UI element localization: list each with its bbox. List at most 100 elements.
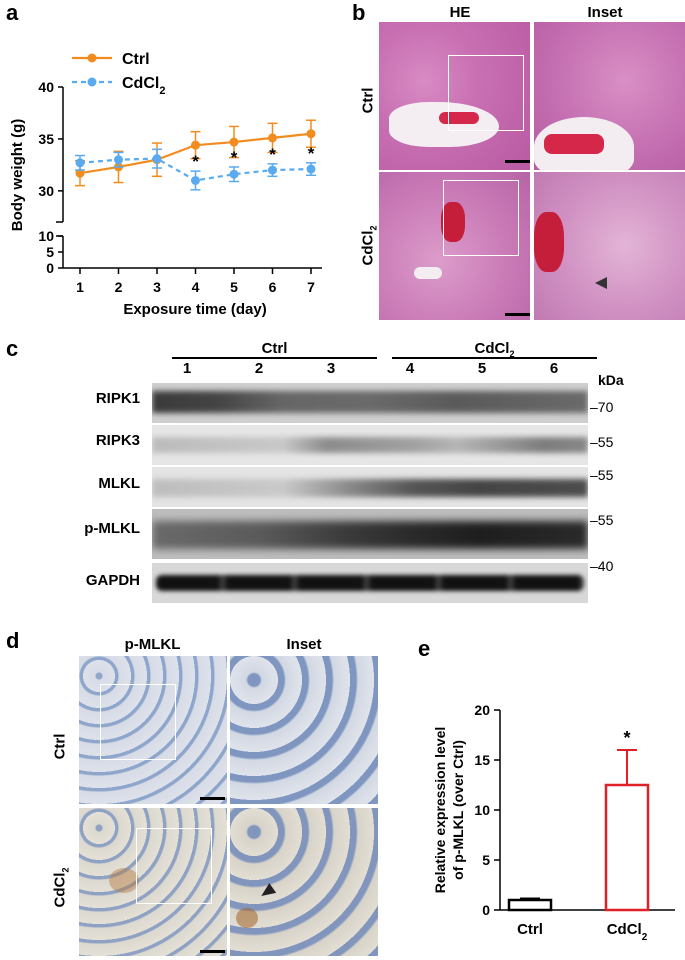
lane-number: 6 — [549, 360, 559, 377]
blot-label-p-mlkl: p-MLKL — [84, 520, 140, 537]
blot-band — [156, 575, 584, 591]
scale-bar — [505, 160, 530, 163]
marker-ripk1: –70 — [590, 399, 614, 415]
inset-column-title: Inset — [587, 4, 623, 21]
bar — [604, 783, 650, 912]
blot-label-mlkl: MLKL — [98, 475, 140, 492]
y-tick-label: 0 — [46, 260, 54, 276]
data-point — [191, 140, 200, 150]
x-tick-label: 1 — [76, 279, 84, 295]
panel-letter-a: a — [6, 0, 19, 25]
legend-label: CdCl2 — [122, 75, 165, 97]
blot-strip-ripk3 — [152, 425, 588, 465]
row-label-cdcl2: CdCl2 — [359, 225, 379, 266]
lane-number: 3 — [326, 360, 336, 377]
row-label-ctrl: Ctrl — [51, 733, 69, 760]
blood-cells — [544, 134, 604, 154]
lane-number: 2 — [254, 360, 264, 377]
y-tick-label: 0 — [482, 902, 490, 918]
data-point — [152, 154, 162, 164]
he-ctrl-micrograph — [379, 22, 530, 170]
legend-label: Ctrl — [122, 51, 150, 68]
p-mlkl-bar-chart: 0 5 10 15 20 Relative expression level of p-ML… — [432, 702, 675, 943]
inset-column-title: Inset — [286, 636, 322, 653]
data-point — [229, 137, 239, 147]
y-tick-label: 5 — [482, 852, 490, 868]
y-tick-label: 35 — [38, 131, 54, 147]
x-tick-label: 3 — [153, 279, 161, 295]
he-column-title: HE — [449, 4, 471, 21]
brown-stain-spot — [236, 908, 258, 928]
ihc-cdcl2-micrograph — [79, 808, 227, 956]
blot-band — [152, 479, 588, 497]
marker-ripk3: –55 — [590, 434, 614, 450]
significance-marker: * — [192, 152, 199, 171]
x-tick-label: 4 — [192, 279, 200, 295]
y-tick-label: 30 — [38, 183, 54, 199]
inset-frame-he-cdcl2 — [443, 180, 519, 256]
inset-frame-ihc-cdcl2 — [136, 828, 212, 904]
x-tick-label: 7 — [307, 279, 315, 295]
blot-label-ripk1: RIPK1 — [95, 390, 140, 407]
brown-stain-spot — [109, 868, 139, 893]
group-bracket-cdcl2 — [392, 357, 597, 359]
blot-strip-p-mlkl — [152, 509, 588, 559]
bar — [507, 898, 553, 912]
vessel-lumen — [414, 267, 442, 279]
legend-marker — [87, 77, 97, 87]
legend-marker — [87, 53, 97, 63]
group-label-cdcl2: CdCl2 — [474, 340, 515, 359]
congested-vessel — [534, 212, 564, 272]
scale-bar — [505, 313, 530, 316]
data-point — [306, 129, 316, 139]
panel-letter-e: e — [418, 636, 431, 661]
blot-label-ripk3: RIPK3 — [95, 432, 140, 449]
lane-number: 5 — [477, 360, 487, 377]
he-cdcl2-inset-micrograph — [534, 172, 685, 320]
panel-letter-b: b — [352, 0, 366, 25]
he-ctrl-inset-micrograph — [534, 22, 685, 170]
significance-marker: * — [269, 145, 276, 164]
kda-header: kDa — [598, 372, 624, 388]
y-tick-label: 10 — [474, 802, 490, 818]
data-point — [75, 158, 85, 168]
congested-vessel — [441, 202, 465, 242]
x-tick-label: 6 — [269, 279, 277, 295]
blot-band — [152, 521, 588, 549]
lane-number: 4 — [405, 360, 415, 377]
y-tick-label: 20 — [474, 702, 490, 718]
scale-bar — [200, 950, 225, 953]
marker-gapdh: –40 — [590, 558, 614, 574]
data-point — [268, 165, 277, 175]
row-label-cdcl2: CdCl2 — [51, 867, 71, 908]
data-point — [306, 164, 316, 174]
ihc-cdcl2-inset-micrograph — [230, 808, 378, 956]
marker-mlkl: –55 — [590, 467, 614, 483]
y-tick-label: 40 — [38, 79, 54, 95]
marker-p-mlkl: –55 — [590, 512, 614, 528]
x-axis-label: Exposure time (day) — [123, 301, 266, 318]
central-vein — [389, 102, 499, 147]
y-tick-label: 15 — [474, 752, 490, 768]
group-bracket-ctrl — [172, 357, 377, 359]
data-point — [229, 169, 239, 179]
data-point — [114, 155, 123, 165]
x-tick-label: CdCl2 — [607, 921, 648, 943]
blot-band — [152, 437, 588, 453]
significance-marker: * — [231, 148, 238, 167]
arrow-icon — [579, 277, 607, 289]
data-point — [191, 175, 200, 185]
data-point — [75, 168, 85, 178]
y-tick-label: 10 — [38, 228, 54, 244]
y-axis-label-line1: Relative expression level — [432, 727, 448, 894]
group-label-ctrl: Ctrl — [261, 340, 288, 357]
y-tick-label: 5 — [46, 244, 54, 260]
significance-marker: * — [623, 728, 630, 748]
x-tick-label: 5 — [230, 279, 238, 295]
blot-strip-mlkl — [152, 467, 588, 507]
x-tick-label: 2 — [115, 279, 123, 295]
data-point — [268, 133, 277, 143]
blood-cells — [439, 112, 479, 124]
panel-letter-d: d — [6, 628, 20, 653]
